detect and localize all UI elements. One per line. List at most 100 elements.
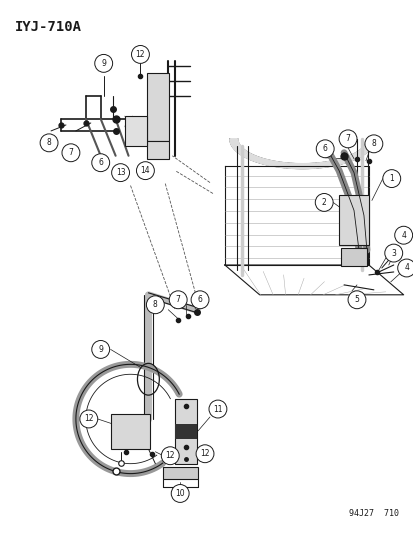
Polygon shape [366, 140, 374, 142]
Polygon shape [307, 164, 311, 168]
Polygon shape [339, 158, 346, 163]
Polygon shape [232, 146, 240, 148]
Polygon shape [266, 160, 273, 166]
Polygon shape [347, 156, 355, 160]
Circle shape [146, 296, 164, 314]
Text: 1: 1 [389, 174, 393, 183]
Circle shape [136, 161, 154, 180]
Text: 5: 5 [354, 295, 358, 304]
Circle shape [95, 54, 112, 72]
Polygon shape [241, 152, 250, 157]
Polygon shape [360, 148, 369, 151]
Polygon shape [336, 159, 343, 164]
Text: 6: 6 [197, 295, 202, 304]
Polygon shape [254, 158, 262, 163]
Polygon shape [313, 163, 319, 168]
Circle shape [161, 447, 179, 465]
Circle shape [131, 45, 149, 63]
Polygon shape [296, 164, 300, 168]
Polygon shape [285, 163, 290, 168]
Text: 7: 7 [68, 148, 73, 157]
Circle shape [209, 400, 226, 418]
Polygon shape [333, 160, 340, 165]
Polygon shape [362, 147, 370, 150]
Polygon shape [230, 143, 239, 145]
Circle shape [364, 135, 382, 153]
Polygon shape [351, 154, 360, 158]
Polygon shape [357, 150, 366, 154]
Text: 3: 3 [390, 248, 395, 257]
Polygon shape [244, 154, 252, 158]
Polygon shape [327, 161, 333, 166]
Polygon shape [292, 164, 297, 168]
Text: 9: 9 [98, 345, 103, 354]
Text: 12: 12 [135, 50, 145, 59]
Text: 7: 7 [176, 295, 180, 304]
Circle shape [92, 154, 109, 172]
Polygon shape [273, 161, 280, 167]
Polygon shape [300, 164, 304, 168]
Circle shape [112, 164, 129, 182]
Polygon shape [249, 156, 257, 160]
FancyBboxPatch shape [175, 399, 197, 464]
Polygon shape [263, 160, 271, 165]
Circle shape [80, 410, 97, 428]
Polygon shape [237, 150, 246, 154]
Polygon shape [359, 149, 368, 152]
Circle shape [384, 244, 402, 262]
FancyBboxPatch shape [340, 248, 366, 266]
Text: 12: 12 [84, 415, 93, 424]
Circle shape [338, 130, 356, 148]
Text: 4: 4 [400, 231, 405, 240]
Polygon shape [354, 152, 362, 157]
Circle shape [316, 140, 333, 158]
Circle shape [40, 134, 58, 152]
Text: 9: 9 [101, 59, 106, 68]
Polygon shape [229, 139, 237, 141]
FancyBboxPatch shape [175, 424, 197, 439]
FancyBboxPatch shape [124, 116, 147, 146]
Polygon shape [363, 146, 371, 148]
Text: 6: 6 [98, 158, 103, 167]
Polygon shape [288, 163, 293, 168]
Circle shape [62, 144, 80, 161]
FancyBboxPatch shape [163, 467, 197, 479]
Polygon shape [260, 159, 268, 164]
Circle shape [191, 291, 209, 309]
FancyBboxPatch shape [147, 141, 169, 159]
Polygon shape [330, 160, 337, 166]
Text: 14: 14 [140, 166, 150, 175]
Polygon shape [239, 151, 248, 155]
Circle shape [382, 169, 400, 188]
Polygon shape [344, 157, 352, 161]
Circle shape [397, 259, 413, 277]
Text: 8: 8 [47, 139, 51, 147]
Polygon shape [246, 155, 254, 159]
Text: 8: 8 [153, 300, 157, 309]
Polygon shape [342, 158, 349, 163]
Polygon shape [281, 163, 286, 168]
Circle shape [171, 484, 189, 503]
Text: IYJ-710A: IYJ-710A [15, 20, 82, 34]
Text: 11: 11 [213, 405, 222, 414]
Polygon shape [234, 148, 243, 151]
Polygon shape [231, 144, 240, 147]
Polygon shape [320, 162, 326, 167]
Polygon shape [366, 139, 374, 141]
Text: 4: 4 [403, 263, 408, 272]
Polygon shape [365, 143, 373, 145]
Text: 6: 6 [322, 144, 327, 154]
FancyBboxPatch shape [147, 74, 169, 141]
Text: 12: 12 [165, 451, 175, 460]
Circle shape [347, 291, 365, 309]
Polygon shape [257, 158, 265, 163]
Circle shape [196, 445, 214, 463]
Text: 12: 12 [200, 449, 209, 458]
Text: 13: 13 [116, 168, 125, 177]
Polygon shape [323, 161, 330, 167]
Circle shape [394, 227, 412, 244]
Polygon shape [236, 149, 244, 152]
Polygon shape [317, 163, 323, 168]
Circle shape [315, 193, 332, 212]
Polygon shape [303, 164, 307, 168]
